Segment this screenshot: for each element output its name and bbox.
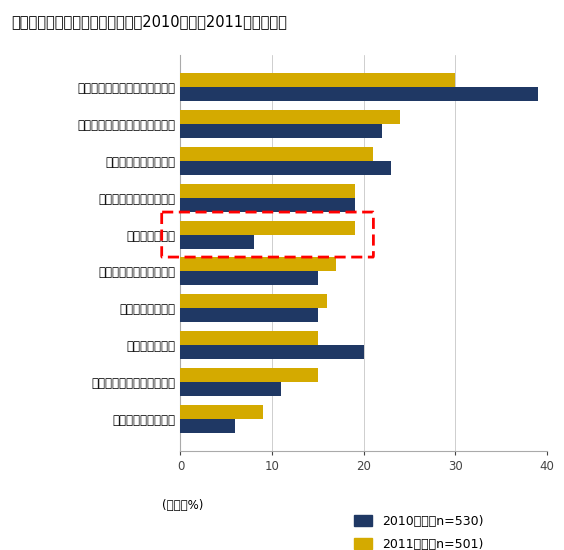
- Bar: [180, 345, 364, 359]
- Bar: [180, 405, 263, 419]
- Bar: [180, 294, 327, 309]
- Bar: [180, 87, 538, 101]
- Bar: [180, 110, 400, 124]
- Text: ストレージ関連予算増加の理由、2010年度と2011年度の比較: ストレージ関連予算増加の理由、2010年度と2011年度の比較: [11, 14, 287, 29]
- Bar: [180, 184, 355, 197]
- Bar: [180, 419, 236, 433]
- Bar: [180, 368, 318, 382]
- Bar: [180, 124, 382, 138]
- Bar: [180, 221, 355, 234]
- Text: (回答率%): (回答率%): [162, 498, 204, 512]
- Bar: [180, 73, 456, 87]
- Bar: [180, 197, 355, 212]
- Bar: [180, 234, 254, 249]
- Bar: [180, 382, 281, 396]
- Bar: [180, 147, 373, 161]
- Bar: [180, 331, 318, 345]
- Bar: [180, 161, 391, 175]
- Bar: [180, 309, 318, 322]
- Bar: [180, 272, 318, 285]
- Legend: 2010年度（n=530), 2011年度（n=501): 2010年度（n=530), 2011年度（n=501): [349, 510, 489, 550]
- Bar: [180, 257, 336, 272]
